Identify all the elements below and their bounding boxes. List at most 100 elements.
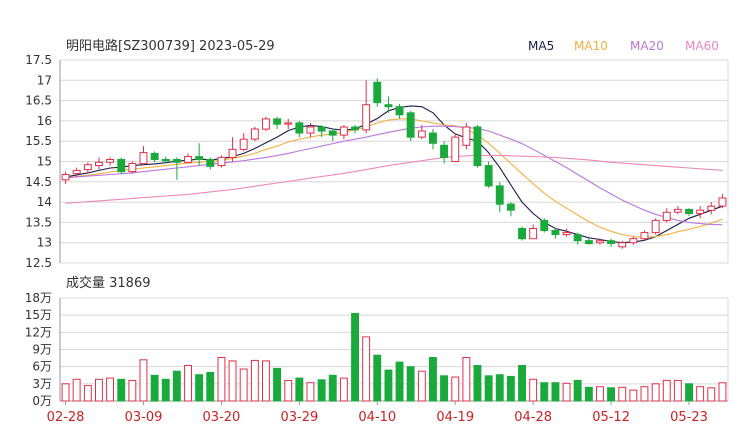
volume-bar <box>184 365 193 402</box>
volume-bar <box>596 386 604 402</box>
volume-bar <box>351 312 360 402</box>
volume-bar <box>462 357 471 402</box>
date-label: 04-28 <box>514 410 552 425</box>
candle <box>172 157 181 180</box>
volume-tick-label: 15万 <box>25 308 52 322</box>
candle-body-up <box>106 159 114 163</box>
candle-body-down <box>518 228 526 240</box>
legend-ma5: MA5 <box>528 39 554 53</box>
candle-body-up <box>362 104 371 131</box>
price-tick-label: 14.5 <box>25 175 52 189</box>
candle <box>228 137 237 162</box>
candle-body-down <box>150 152 159 160</box>
volume-bar <box>651 383 660 402</box>
ma60-line <box>65 154 723 204</box>
volume-tick-label: 3万 <box>32 377 52 391</box>
candle <box>451 133 460 163</box>
candle-body-up <box>128 163 137 173</box>
volume-bar <box>339 377 348 402</box>
volume-bar <box>484 375 493 402</box>
candle <box>239 133 248 152</box>
candle-body-down <box>206 159 215 167</box>
candle-body-up <box>662 211 671 221</box>
candle-body-down <box>584 240 593 244</box>
volume-bar <box>707 387 716 402</box>
candle-body-up <box>95 161 103 167</box>
volume-tick-label: 0万 <box>32 394 52 408</box>
volume-bar <box>673 379 682 402</box>
price-grid <box>60 59 728 264</box>
legend-ma60: MA60 <box>685 39 719 53</box>
candle <box>562 228 571 237</box>
volume-bar <box>529 378 538 402</box>
candle <box>95 157 103 170</box>
volume-bar <box>250 359 259 402</box>
candle <box>651 218 660 235</box>
volume-bar <box>273 367 282 402</box>
candle-body-down <box>429 132 437 144</box>
volume-bar <box>573 379 582 402</box>
date-label: 03-20 <box>203 410 241 425</box>
price-tick-label: 16 <box>37 114 52 128</box>
volume-bar <box>417 370 426 402</box>
volume-tick-label: 9万 <box>32 343 52 357</box>
chart-title: 明阳电路[SZ300739] 2023-05-29 <box>66 38 275 54</box>
price-tick-label: 16.5 <box>25 94 52 108</box>
volume-bar <box>685 383 693 402</box>
candle-body-down <box>373 81 382 104</box>
candle-body-up <box>696 209 705 214</box>
candle-body-up <box>629 238 638 244</box>
volume-bars <box>61 312 727 402</box>
candle <box>618 240 627 249</box>
candle-body-up <box>239 138 248 150</box>
price-y-ticks: 17.5 17 16.5 16 15.5 15 14.5 14 13.5 13 12.5 <box>25 53 52 270</box>
volume-tick-label: 6万 <box>32 360 52 374</box>
volume-bar <box>473 365 482 402</box>
candle <box>495 181 504 213</box>
volume-bar <box>228 360 237 402</box>
legend-ma10: MA10 <box>574 39 608 53</box>
candle <box>473 124 482 168</box>
candle-body-down <box>295 122 304 134</box>
volume-bar <box>540 382 549 402</box>
volume-bar <box>72 378 81 402</box>
candle <box>195 143 204 166</box>
candle <box>262 116 270 132</box>
candle <box>384 96 393 113</box>
volume-bar <box>161 378 170 402</box>
candle-body-up <box>707 205 716 211</box>
candle-body-down <box>273 118 282 125</box>
volume-bar <box>373 354 382 402</box>
candle-body-down <box>351 126 360 131</box>
candle <box>506 202 515 217</box>
candle <box>673 206 682 215</box>
price-tick-label: 17 <box>37 73 52 87</box>
candle-body-up <box>217 156 226 166</box>
volume-bar <box>551 382 560 402</box>
candle-body-up <box>61 174 70 181</box>
candle-body-down <box>406 112 415 138</box>
candle <box>61 171 70 184</box>
candle <box>317 124 326 138</box>
candle <box>462 122 471 150</box>
candle-body-up <box>306 126 315 134</box>
price-tick-label: 13.5 <box>25 215 52 229</box>
candle-body-up <box>673 208 682 213</box>
candle-body-up <box>640 232 649 240</box>
candle-body-up <box>228 148 237 158</box>
axis-frames <box>59 60 729 402</box>
candle-body-down <box>506 203 515 211</box>
candle-body-up <box>262 118 270 130</box>
volume-bar <box>384 369 393 402</box>
legend-ma20: MA20 <box>630 39 664 53</box>
candle <box>83 162 92 173</box>
candle <box>440 141 449 164</box>
candle-body-down <box>685 208 693 214</box>
candle-body-down <box>540 219 549 232</box>
candle-body-up <box>596 240 604 244</box>
candle-body-down <box>495 185 504 205</box>
candle-body-down <box>551 230 560 236</box>
volume-bar <box>406 366 415 402</box>
candle <box>295 120 304 138</box>
